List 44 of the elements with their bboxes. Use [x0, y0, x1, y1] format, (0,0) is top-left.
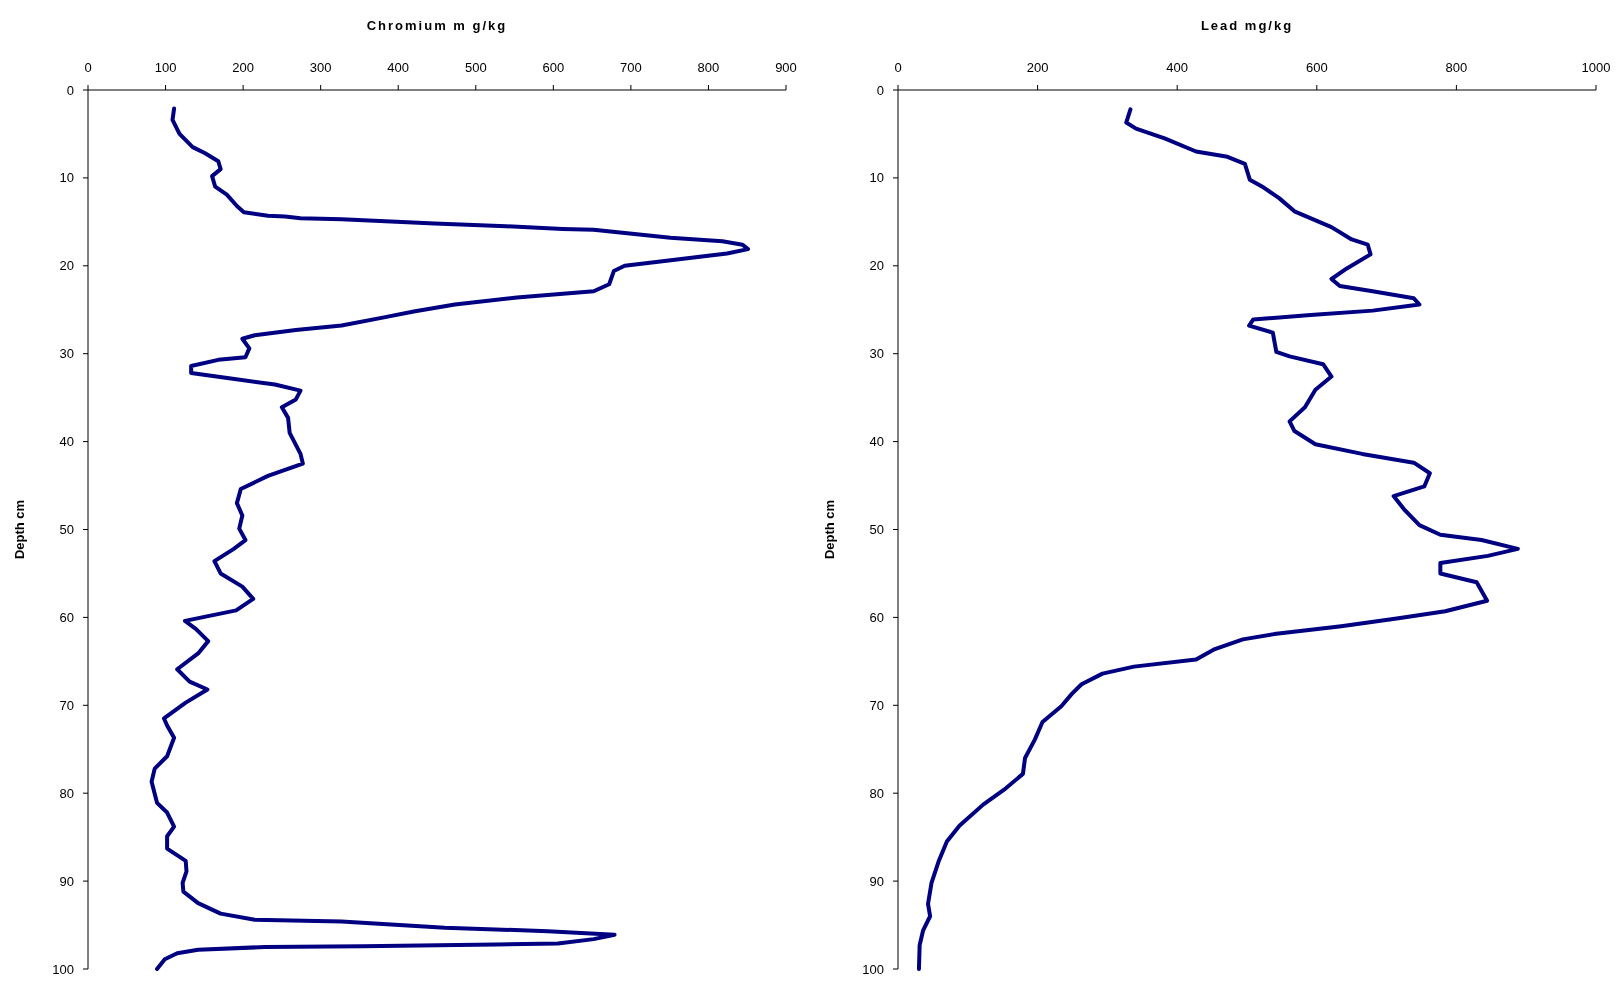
y-tick-label: 30: [59, 346, 74, 362]
x-axis-title: Chromium m g/kg: [366, 18, 508, 33]
y-tick-label: 70: [59, 697, 74, 713]
x-axis-title: Lead mg/kg: [1200, 18, 1294, 33]
x-tick-label: 800: [1445, 60, 1468, 75]
x-tick-label: 200: [232, 60, 254, 75]
line-series: [149, 106, 750, 971]
y-tick-label: 0: [876, 82, 884, 98]
y-tick-label: 70: [869, 697, 884, 713]
y-tick-label: 40: [59, 434, 74, 450]
y-tick-label: 0: [66, 82, 74, 98]
x-tick-label: 300: [309, 60, 332, 75]
y-tick-label: 50: [869, 522, 884, 537]
line-series: [916, 107, 1520, 971]
x-tick-label: 900: [775, 60, 797, 75]
x-tick-label: 600: [1305, 60, 1328, 75]
y-tick-label: 20: [869, 258, 884, 274]
y-tick-label: 90: [59, 873, 74, 889]
x-tick-label: 500: [464, 60, 487, 75]
y-tick-label: 20: [59, 258, 74, 274]
x-tick-label: 0: [894, 60, 902, 75]
y-axis-title: Depth cm: [12, 499, 27, 560]
x-tick-label: 600: [542, 60, 565, 75]
y-tick-label: 60: [59, 609, 74, 625]
y-tick-label: 10: [869, 170, 884, 186]
x-tick-label: 200: [1026, 60, 1049, 75]
x-tick-label: 400: [1166, 60, 1189, 75]
x-tick-label: 100: [154, 60, 177, 75]
x-tick-label: 0: [84, 60, 92, 75]
y-tick-label: 100: [862, 961, 884, 977]
y-tick-label: 30: [869, 346, 884, 362]
x-tick-label: 1000: [1581, 60, 1611, 75]
y-tick-label: 60: [869, 609, 884, 625]
y-tick-label: 80: [59, 785, 74, 801]
y-tick-label: 10: [59, 170, 74, 186]
x-tick-label: 400: [387, 60, 410, 75]
y-tick-label: 100: [52, 961, 74, 977]
y-tick-label: 50: [59, 522, 74, 537]
x-tick-label: 700: [620, 60, 642, 75]
x-tick-label: 800: [697, 60, 720, 75]
y-tick-label: 40: [869, 434, 884, 450]
y-axis-title: Depth cm: [822, 499, 837, 560]
y-tick-label: 80: [869, 785, 884, 801]
y-tick-label: 90: [869, 873, 884, 889]
